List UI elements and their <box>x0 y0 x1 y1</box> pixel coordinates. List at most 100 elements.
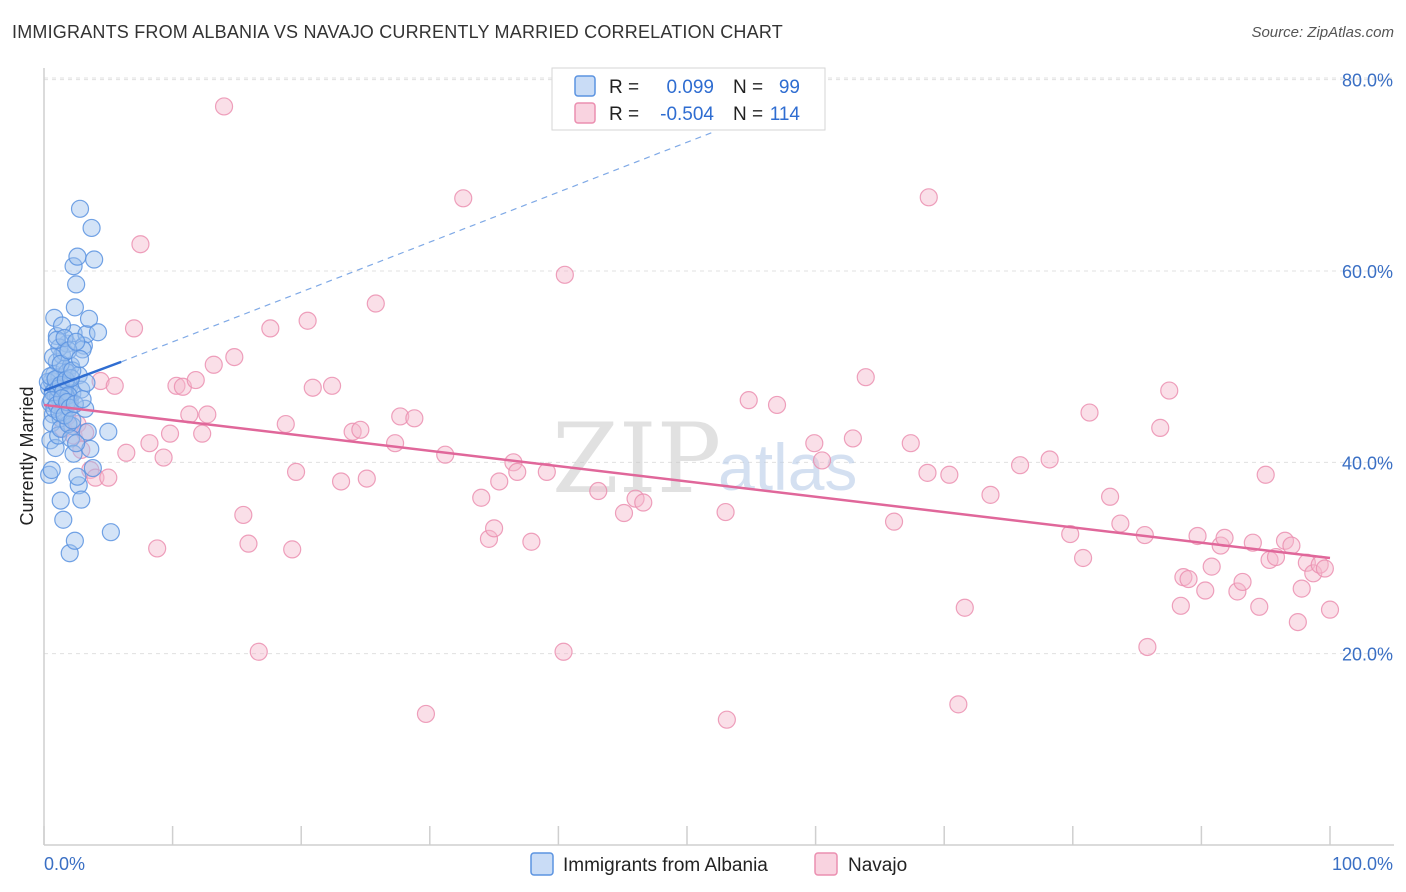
albania-point <box>45 308 64 327</box>
navajo-point <box>131 235 150 254</box>
navajo-point <box>436 445 455 464</box>
navajo-point <box>357 469 376 488</box>
navajo-points <box>54 97 1340 729</box>
albania-point <box>54 510 73 529</box>
navajo-point <box>508 462 527 481</box>
legend-r-label-albania: R = <box>609 77 639 98</box>
grid <box>44 77 1394 655</box>
y-tick-label: 20.0% <box>1342 645 1393 665</box>
navajo-point <box>717 710 736 729</box>
legend-frame <box>551 67 826 131</box>
y-tick-labels: 20.0% 40.0% 60.0% 80.0% <box>1342 71 1393 665</box>
albania-point <box>67 275 86 294</box>
trend-lines <box>43 131 1331 560</box>
navajo-point <box>614 503 634 523</box>
navajo-point <box>955 598 974 617</box>
navajo-point <box>193 424 212 443</box>
legend-n-value-navajo: 114 <box>770 104 801 125</box>
albania-point <box>82 218 101 238</box>
navajo-point <box>204 355 223 374</box>
albania-point <box>68 467 87 486</box>
navajo-point <box>99 468 118 487</box>
albania-point <box>101 523 120 542</box>
bottom-legend: Immigrants from Albania Navajo <box>530 852 907 876</box>
navajo-point <box>1256 465 1275 484</box>
navajo-point <box>124 319 144 338</box>
navajo-point <box>286 462 306 481</box>
navajo-point <box>105 376 124 395</box>
navajo-point <box>554 642 573 661</box>
navajo-point <box>1151 418 1170 437</box>
legend-r-label-navajo: R = <box>609 104 639 125</box>
x-tick-label-max: 100.0% <box>1332 854 1393 874</box>
legend-swatch-albania <box>574 75 596 97</box>
navajo-point <box>276 414 295 434</box>
navajo-point <box>901 434 920 453</box>
navajo-point <box>884 512 904 531</box>
navajo-point <box>472 488 491 507</box>
navajo-point <box>234 505 253 525</box>
albania-point <box>73 390 92 409</box>
albania-point <box>51 354 70 373</box>
navajo-point <box>1243 533 1262 552</box>
legend-r-value-navajo: -0.504 <box>660 104 714 125</box>
albania-point <box>65 531 84 550</box>
navajo-point <box>1292 579 1311 598</box>
albania-point <box>40 465 59 484</box>
navajo-point <box>117 443 136 462</box>
navajo-point <box>1228 582 1247 601</box>
albania-point <box>85 250 104 269</box>
albania-point <box>83 458 102 478</box>
navajo-point <box>1080 403 1099 422</box>
albania-point <box>72 490 91 509</box>
navajo-point <box>555 265 574 284</box>
navajo-point <box>198 405 217 424</box>
navajo-point <box>919 188 938 207</box>
navajo-point <box>537 462 556 481</box>
navajo-point <box>1061 524 1080 544</box>
navajo-point <box>522 532 541 551</box>
navajo-point <box>949 695 968 714</box>
albania-trend-extension <box>120 131 713 363</box>
navajo-point <box>1202 557 1221 576</box>
navajo-point <box>1160 381 1179 400</box>
albania-point <box>65 298 84 317</box>
legend-swatch-navajo <box>574 102 596 124</box>
navajo-point <box>249 642 268 661</box>
bottom-legend-swatch-albania <box>530 852 554 876</box>
navajo-point <box>1010 456 1030 475</box>
navajo-point <box>1196 581 1215 600</box>
navajo-point <box>225 348 244 367</box>
navajo-point <box>856 368 875 387</box>
navajo-point <box>479 529 499 548</box>
navajo-point <box>490 472 509 491</box>
y-tick-label: 80.0% <box>1342 71 1393 91</box>
chart-title: IMMIGRANTS FROM ALBANIA VS NAVAJO CURREN… <box>12 22 783 42</box>
albania-point <box>99 422 118 441</box>
albania-point <box>67 434 86 453</box>
x-ticks <box>43 826 1331 845</box>
legend-r-value-albania: 0.099 <box>666 77 714 98</box>
albania-point <box>63 411 82 430</box>
navajo-point <box>1315 559 1334 578</box>
navajo-point <box>1250 597 1269 616</box>
navajo-point <box>322 376 342 395</box>
albania-point <box>64 257 83 276</box>
navajo-point <box>351 420 370 439</box>
legend-n-label-navajo: N = <box>733 104 763 125</box>
navajo-point <box>918 463 937 482</box>
navajo-point <box>1288 612 1307 632</box>
navajo-point <box>940 465 959 484</box>
navajo-point <box>1073 548 1093 568</box>
navajo-point <box>1320 600 1340 619</box>
navajo-point <box>261 319 280 338</box>
y-tick-label: 40.0% <box>1342 453 1393 473</box>
bottom-legend-label-albania: Immigrants from Albania <box>563 855 768 876</box>
navajo-point <box>1179 569 1198 589</box>
navajo-point <box>298 311 317 330</box>
navajo-point <box>1100 487 1120 506</box>
navajo-point <box>589 481 608 501</box>
navajo-point <box>331 472 351 491</box>
legend-box: R = 0.099 N = 99 R = -0.504 N = 114 <box>551 67 826 131</box>
y-tick-label: 60.0% <box>1342 262 1393 282</box>
